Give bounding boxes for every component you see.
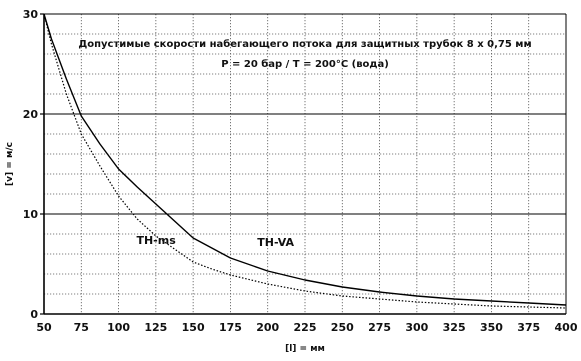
x-tick-label: 250 [331, 321, 354, 334]
x-tick-label: 375 [517, 321, 540, 334]
x-tick-label: 200 [256, 321, 279, 334]
x-tick-label: 175 [219, 321, 242, 334]
series-line-th-ms [43, 13, 567, 309]
y-tick-label: 30 [23, 8, 39, 21]
x-tick-label: 75 [74, 321, 89, 334]
x-tick-label: 350 [480, 321, 503, 334]
x-tick-label: 125 [144, 321, 167, 334]
series-label-th-ms: TH-ms [136, 234, 176, 247]
grid [44, 14, 567, 314]
x-tick-label: 150 [182, 321, 205, 334]
chart-title: Допустимые скорости набегающего потока д… [78, 38, 531, 50]
y-axis-title: [v] = м/с [5, 142, 15, 186]
chart-subtitle: P = 20 бар / T = 200°C (вода) [221, 58, 389, 70]
x-tick-label: 275 [368, 321, 391, 334]
x-tick-label: 225 [294, 321, 317, 334]
y-tick-label: 20 [23, 108, 39, 121]
x-tick-label: 325 [443, 321, 466, 334]
x-tick-label: 300 [405, 321, 428, 334]
series-line-th-va [43, 13, 567, 306]
x-tick-label: 50 [36, 321, 52, 334]
y-tick-label: 0 [30, 308, 38, 321]
axes [40, 13, 567, 315]
x-axis-title: [l] = мм [285, 344, 325, 354]
labels: 50 75 100 125 150 175 200 225 250 275 300 325 350 375… [5, 8, 578, 354]
x-tick-label: 100 [107, 321, 130, 334]
x-tick-label: 400 [555, 321, 578, 334]
series-layer [43, 13, 567, 309]
series-label-th-va: TH-VA [257, 236, 294, 249]
y-tick-label: 10 [23, 208, 39, 221]
